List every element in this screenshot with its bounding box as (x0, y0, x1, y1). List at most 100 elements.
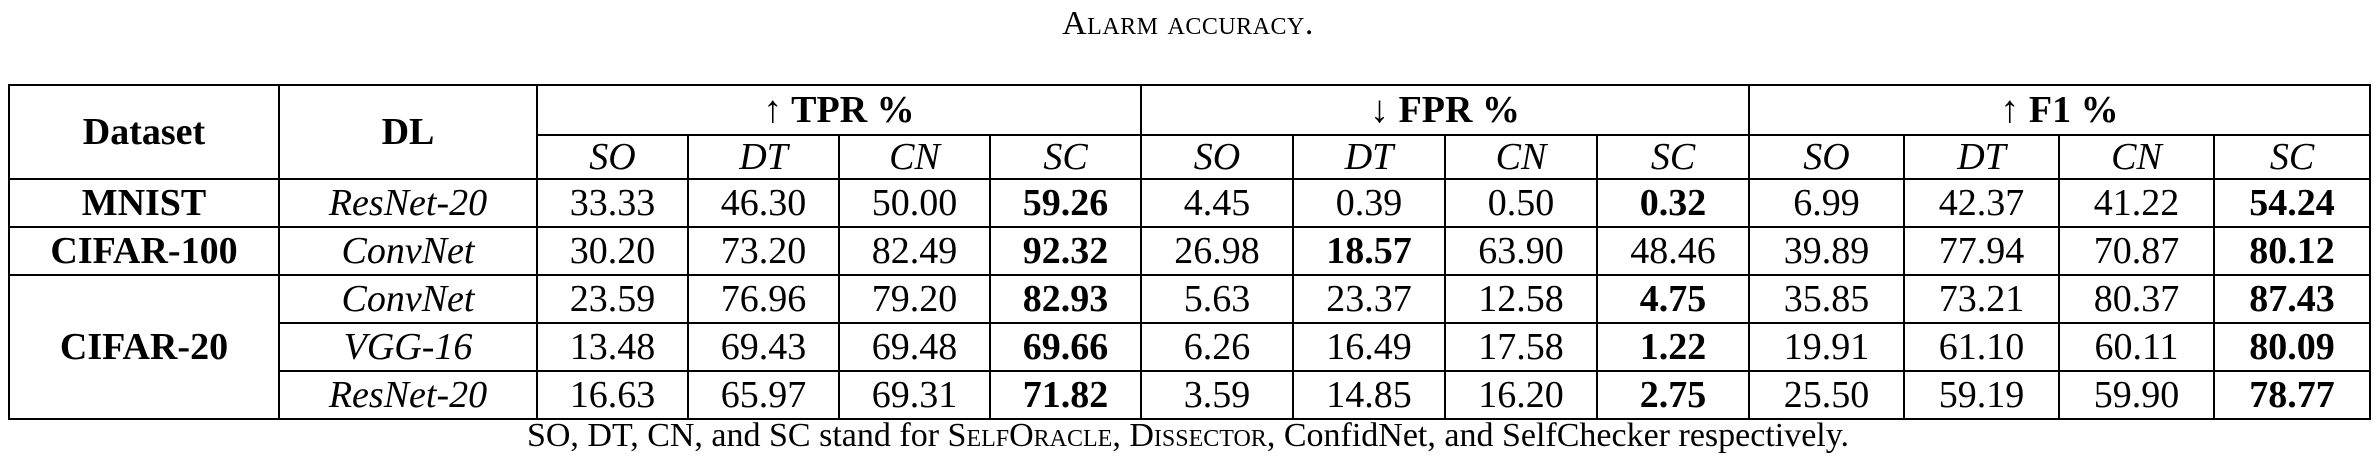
header-method: DT (1903, 134, 2061, 180)
dataset-cell: MNIST (8, 178, 280, 228)
value-cell: 69.48 (838, 322, 991, 372)
value-cell: 4.45 (1140, 178, 1295, 228)
value-cell: 17.58 (1444, 322, 1599, 372)
value-cell: 71.82 (988, 370, 1143, 420)
value-cell: 80.37 (2058, 274, 2216, 324)
value-cell: 16.63 (536, 370, 689, 420)
value-cell: 4.75 (1596, 274, 1751, 324)
value-cell: 12.58 (1444, 274, 1599, 324)
value-cell: 35.85 (1748, 274, 1906, 324)
value-cell: 6.99 (1748, 178, 1906, 228)
value-cell: 73.20 (687, 226, 840, 276)
value-cell: 16.49 (1292, 322, 1447, 372)
table-row: MNIST ResNet-20 33.33 46.30 50.00 59.26 4.45 0.… (8, 178, 2372, 228)
footnote-sep: , (1112, 417, 1130, 454)
value-cell: 69.66 (988, 322, 1143, 372)
header-method: SO (1140, 134, 1295, 180)
value-cell: 77.94 (1903, 226, 2061, 276)
value-cell: 76.96 (687, 274, 840, 324)
value-cell: 25.50 (1748, 370, 1906, 420)
value-cell: 61.10 (1903, 322, 2061, 372)
value-cell: 82.93 (988, 274, 1143, 324)
footnote-dissector: Dissector (1129, 417, 1267, 454)
value-cell: 23.59 (536, 274, 689, 324)
value-cell: 48.46 (1596, 226, 1751, 276)
table-row: VGG-16 13.48 69.43 69.48 69.66 6.26 16.49 17.58… (9, 322, 2372, 372)
table-body: MNIST ResNet-20 33.33 46.30 50.00 59.26 4.45 0.… (8, 178, 2372, 420)
value-cell: 14.85 (1292, 370, 1447, 420)
value-cell: 39.89 (1748, 226, 1906, 276)
value-cell: 16.20 (1444, 370, 1599, 420)
value-cell: 0.50 (1444, 178, 1599, 228)
value-cell: 5.63 (1140, 274, 1295, 324)
table-caption: Alarm accuracy. (1062, 5, 1314, 42)
table-row: CIFAR-100 ConvNet 30.20 73.20 82.49 92.32 26.9… (8, 226, 2372, 276)
value-cell: 92.32 (988, 226, 1143, 276)
header-method: SC (2213, 134, 2372, 180)
value-cell: 23.37 (1292, 274, 1447, 324)
value-cell: 19.91 (1748, 322, 1906, 372)
value-cell: 73.21 (1903, 274, 2061, 324)
value-cell: 80.12 (2213, 226, 2372, 276)
results-table: Dataset DL ↑ TPR % ↓ FPR % ↑ F1 % SO DT … (8, 84, 2372, 420)
value-cell: 69.31 (838, 370, 991, 420)
header-method: DT (1292, 134, 1447, 180)
header-method: SO (536, 134, 689, 180)
header-dataset: Dataset (8, 84, 280, 180)
header-method: SO (1748, 134, 1906, 180)
value-cell: 0.32 (1596, 178, 1751, 228)
table-row: CIFAR-20 ConvNet 23.59 76.96 79.20 82.93 5.63 2… (8, 274, 2372, 420)
value-cell: 0.39 (1292, 178, 1447, 228)
value-cell: 1.22 (1596, 322, 1751, 372)
value-cell: 2.75 (1596, 370, 1751, 420)
value-cell: 59.19 (1903, 370, 2061, 420)
header-method: SC (1596, 134, 1751, 180)
value-cell: 3.59 (1140, 370, 1295, 420)
value-cell: 50.00 (838, 178, 991, 228)
footnote-selforacle: SelfOracle (947, 417, 1113, 454)
value-cell: 46.30 (687, 178, 840, 228)
value-cell: 59.26 (988, 178, 1143, 228)
table-row: ResNet-20 16.63 65.97 69.31 71.82 3.59 14.85 16… (9, 370, 2372, 420)
footnote-prefix: SO, DT, CN, and SC stand for (526, 417, 948, 454)
value-cell: 26.98 (1140, 226, 1295, 276)
value-cell: 41.22 (2058, 178, 2216, 228)
value-cell: 13.48 (536, 322, 689, 372)
model-cell: VGG-16 (278, 322, 538, 372)
value-cell: 82.49 (838, 226, 991, 276)
value-cell: 18.57 (1292, 226, 1447, 276)
value-cell: 59.90 (2058, 370, 2216, 420)
header-method: CN (2058, 134, 2216, 180)
value-cell: 33.33 (536, 178, 689, 228)
header-dl: DL (278, 84, 538, 180)
header-method: DT (687, 134, 840, 180)
value-cell: 70.87 (2058, 226, 2216, 276)
header-method: SC (988, 134, 1143, 180)
dataset-cell: CIFAR-20 (8, 274, 280, 420)
value-cell: 65.97 (687, 370, 840, 420)
header-row-methods: SO DT CN SC SO DT CN SC SO DT CN SC (9, 134, 2372, 180)
value-cell: 63.90 (1444, 226, 1599, 276)
model-cell: ConvNet (278, 226, 538, 276)
header-row-groups: Dataset DL ↑ TPR % ↓ FPR % ↑ F1 % (8, 84, 2372, 180)
header-group-f1: ↑ F1 % (1748, 84, 2372, 136)
value-cell: 54.24 (2213, 178, 2372, 228)
value-cell: 79.20 (838, 274, 991, 324)
header-method: CN (838, 134, 991, 180)
header-method: CN (1444, 134, 1599, 180)
model-cell: ResNet-20 (278, 178, 538, 228)
model-cell: ResNet-20 (278, 370, 538, 420)
value-cell: 87.43 (2213, 274, 2372, 324)
table-footnote: SO, DT, CN, and SC stand for SelfOracle,… (0, 416, 2376, 456)
value-cell: 42.37 (1903, 178, 2061, 228)
dataset-cell: CIFAR-100 (8, 226, 280, 276)
model-cell: ConvNet (278, 274, 538, 324)
value-cell: 80.09 (2213, 322, 2372, 372)
value-cell: 69.43 (687, 322, 840, 372)
value-cell: 30.20 (536, 226, 689, 276)
header-group-fpr: ↓ FPR % (1140, 84, 1751, 136)
header-group-tpr: ↑ TPR % (535, 84, 1143, 136)
footnote-rest: , ConfidNet, and SelfChecker respectivel… (1266, 417, 1850, 454)
value-cell: 6.26 (1140, 322, 1295, 372)
value-cell: 60.11 (2058, 322, 2216, 372)
